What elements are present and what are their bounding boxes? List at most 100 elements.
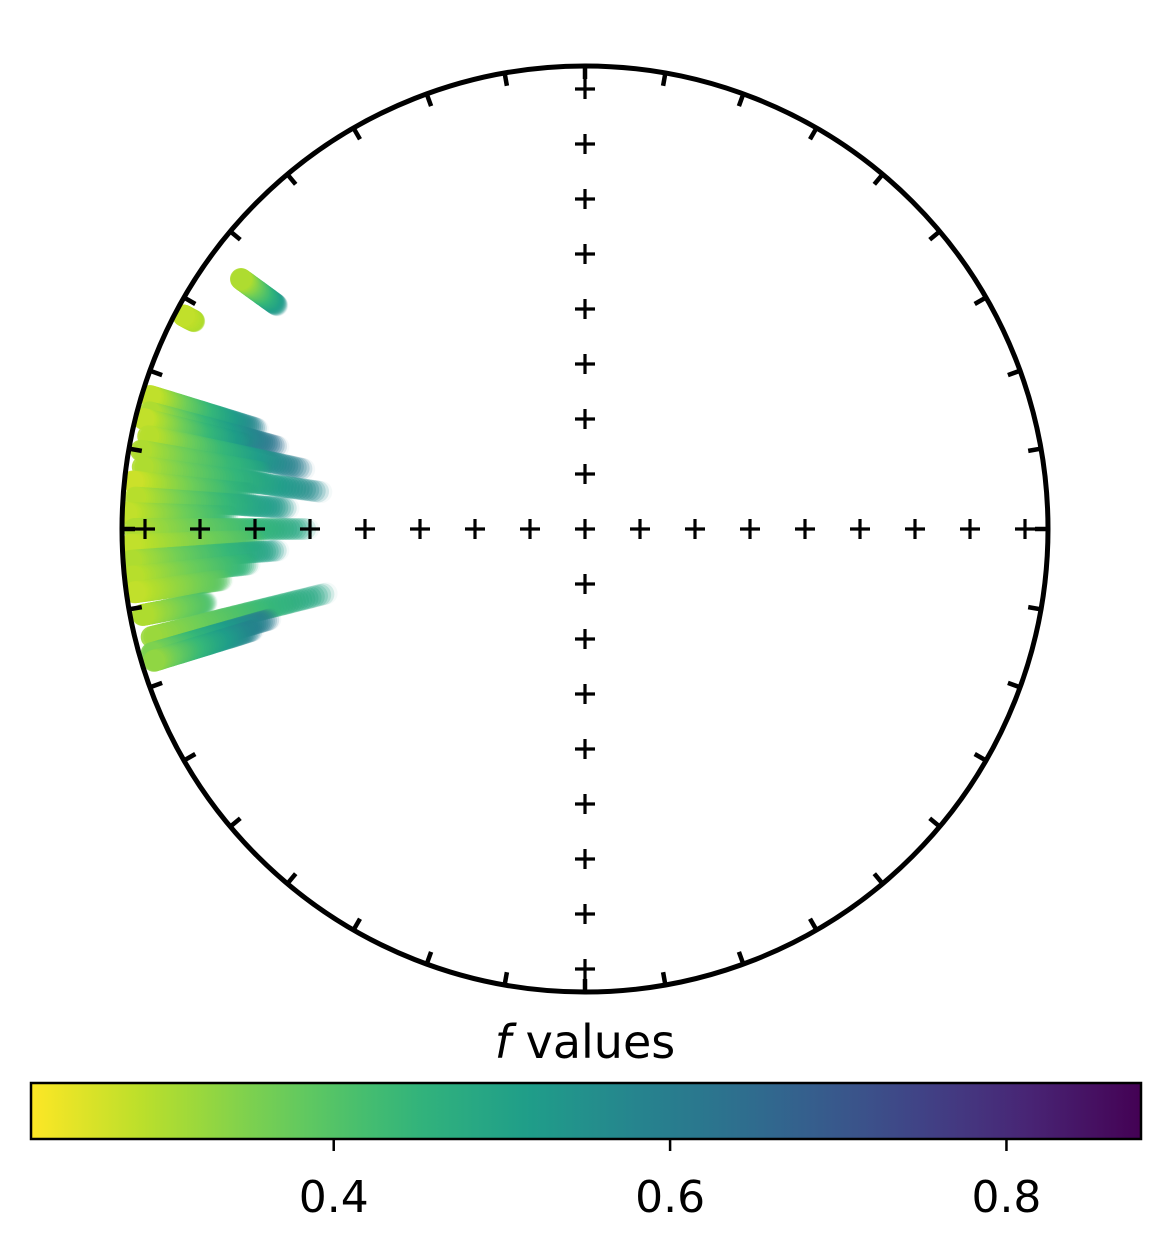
data-point [271,496,294,519]
azimuth-tick [502,70,510,87]
data-series [131,591,219,626]
data-point [284,477,307,500]
data-point [219,555,242,578]
grid-marker [575,574,595,594]
data-point [236,621,259,644]
data-point [209,569,232,592]
data-point [277,476,300,499]
data-point [258,495,281,518]
data-point [240,620,263,642]
colorbar-title-rest: values [511,1015,675,1069]
data-point [267,452,290,475]
azimuth-tick [284,171,298,186]
azimuth-tick [1007,680,1023,691]
data-points [122,268,338,672]
azimuth-tick [181,294,197,306]
data-point [312,583,335,606]
data-point [246,529,269,552]
grid-marker [465,519,485,539]
grid-marker [575,189,595,209]
colorbar-tick-label: 0.8 [971,1172,1041,1223]
data-point [248,540,271,563]
data-point [203,570,226,593]
azimuth-tick [502,971,510,988]
data-point [230,554,253,577]
data-point [246,418,269,440]
data-point [266,496,289,519]
data-point [297,479,320,502]
grid-marker [245,519,265,539]
data-point [287,477,310,500]
data-point [302,585,325,608]
grid-marker [630,519,650,539]
data-point [244,417,267,440]
colorbar-title: f values [495,1015,675,1069]
data-point [290,588,313,611]
data-point [242,619,265,642]
grid-marker [575,684,595,704]
azimuth-tick [928,228,943,242]
azimuth-tick [872,872,886,887]
grid-marker [410,519,430,539]
data-point [259,608,282,631]
data-point [230,268,252,290]
data-point [262,434,285,457]
data-point [211,569,234,591]
grid-marker [685,519,705,539]
data-point [262,451,285,474]
data-point [280,591,303,614]
data-point [250,610,273,633]
data-point [306,584,328,607]
data-point [262,539,284,562]
data-point [284,456,307,479]
azimuth-tick [423,951,434,967]
azimuth-tick [808,917,820,933]
data-point [247,495,270,518]
grid-marker [575,299,595,319]
data-point [143,649,165,672]
data-point [262,518,285,540]
azimuth-tick [928,816,943,830]
data-point [255,495,278,518]
data-point [272,518,294,540]
data-point [252,495,275,518]
data-point [232,553,255,576]
data-point [202,570,225,593]
data-point [287,457,310,480]
grid-marker [960,519,980,539]
data-point [274,497,297,520]
data-point [281,455,304,478]
data-point [258,433,281,456]
data-point [254,540,276,563]
azimuth-tick [181,752,197,764]
azimuth-tick [126,604,143,612]
data-point [294,478,316,501]
data-point [231,622,254,645]
colorbar-ticks: 0.4 0.6 0.8 [299,1139,1041,1223]
data-point [270,453,293,476]
grid-marker [575,629,595,649]
data-point [251,540,274,563]
data-point [300,479,323,502]
azimuth-tick [872,171,886,186]
data-point [259,518,282,540]
azimuth-tick [736,91,747,107]
data-point [296,587,319,610]
colorbar-tick-label: 0.6 [635,1172,705,1223]
data-point [206,569,229,592]
data-point [196,591,219,614]
data-point [242,613,265,636]
data-point [290,478,313,501]
grid-marker [905,519,925,539]
grid-marker [135,519,155,539]
data-point [246,430,269,453]
data-point [310,480,333,503]
data-point [255,432,278,455]
data-point [255,609,277,632]
data-point [246,540,269,563]
data-point [263,496,286,519]
data-point [264,539,287,562]
grid-marker [190,519,210,539]
azimuth-tick [227,228,242,242]
